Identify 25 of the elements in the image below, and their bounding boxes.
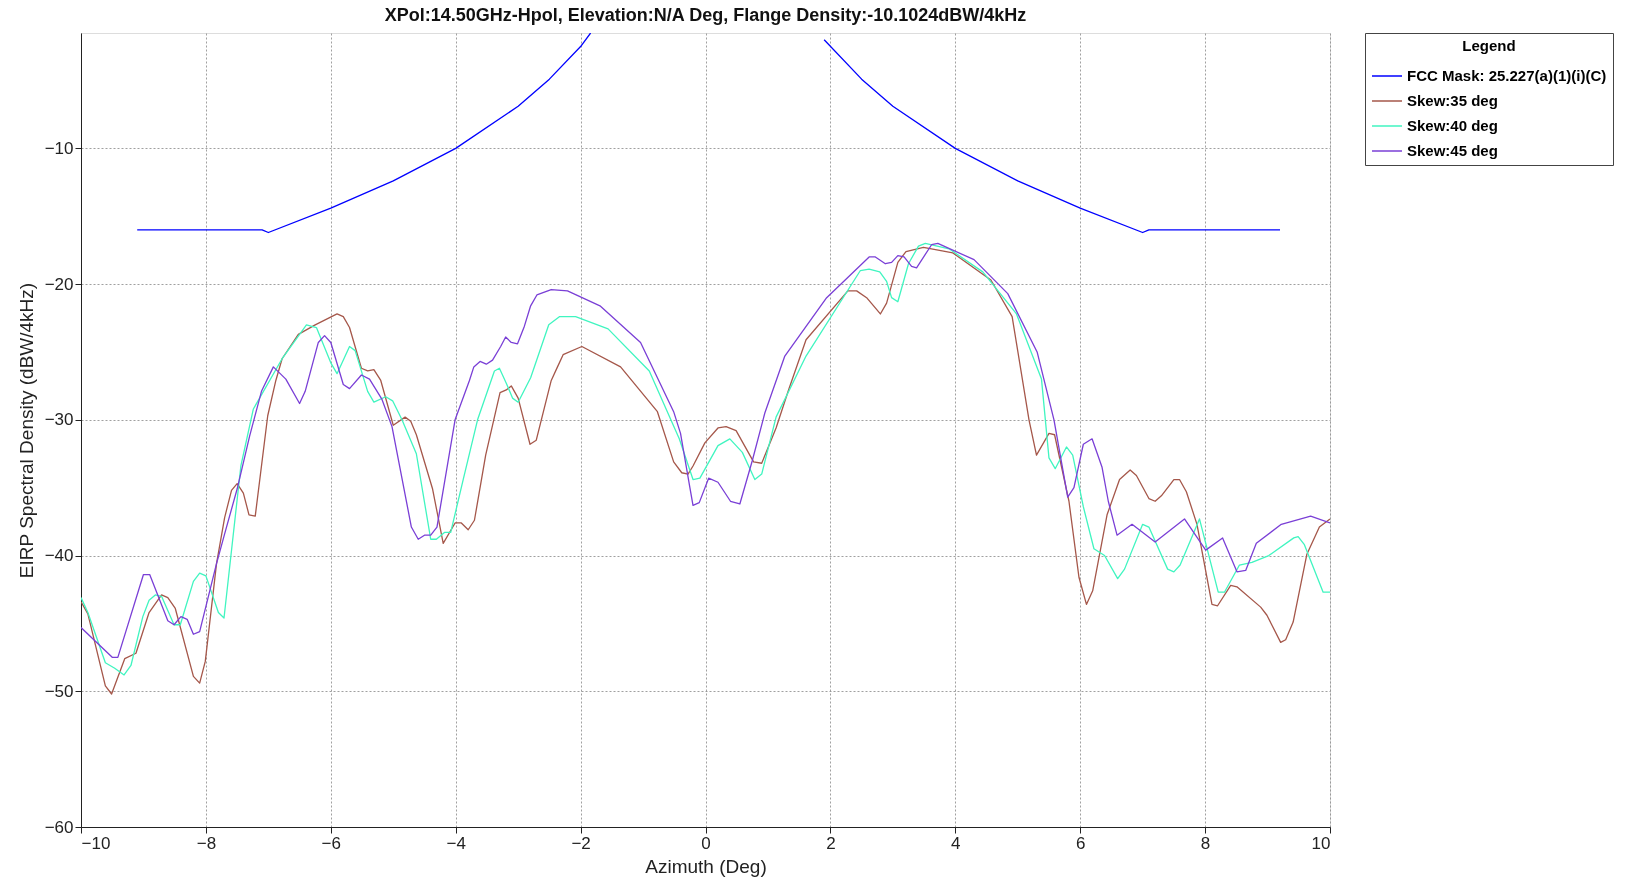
x-tick-label: −6 [321,833,341,853]
legend-label: Skew:35 deg [1407,92,1498,109]
x-tick-label: 0 [701,833,711,853]
y-tick-label: −40 [44,546,74,566]
y-tick-label: −20 [44,274,74,294]
x-tick-label: 2 [826,833,836,853]
x-axis-title: Azimuth (Deg) [645,855,767,877]
y-tick-label: −50 [44,681,74,701]
x-tick-label: −8 [196,833,217,853]
x-tick-label: −2 [571,833,591,853]
y-tick-label: −10 [44,138,74,158]
x-tick-label: −10 [81,833,111,853]
y-axis-title: EIRP Spectral Density (dBW/4kHz) [15,282,37,579]
legend-label: Skew:45 deg [1407,142,1498,159]
y-tick-label: −30 [44,410,74,430]
x-tick-label: 4 [951,833,961,853]
x-tick-label: 6 [1075,833,1086,853]
x-tick-label: 10 [1311,833,1331,853]
chart-title: XPol:14.50GHz-Hpol, Elevation:N/A Deg, Flange Density:-10.1024dBW/4kHz [384,4,1027,25]
y-tick-label: −60 [44,817,74,837]
legend-label: Skew:40 deg [1407,117,1498,134]
x-tick-label: −4 [446,833,466,853]
legend-label: FCC Mask: 25.227(a)(1)(i)(C) [1407,67,1607,84]
legend-title: Legend [1462,37,1516,54]
x-tick-label: 8 [1200,833,1211,853]
